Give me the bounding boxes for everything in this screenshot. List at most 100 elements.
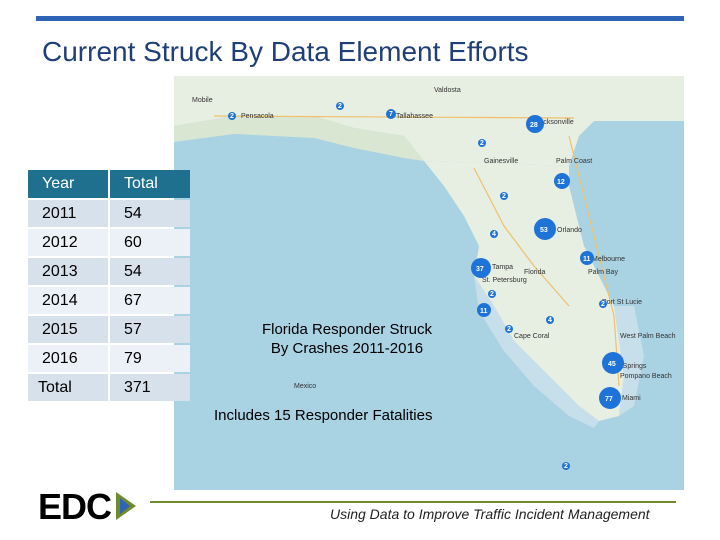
marker[interactable]: 12 bbox=[554, 173, 570, 189]
table-row: 2016 79 bbox=[28, 345, 190, 372]
cell-total-label: Total bbox=[28, 374, 108, 401]
map-caption: Florida Responder Struck By Crashes 2011… bbox=[261, 321, 433, 357]
logo-arrow-inner-icon bbox=[120, 498, 130, 514]
city-label: Mexico bbox=[294, 383, 316, 390]
marker[interactable]: 2 bbox=[500, 192, 508, 200]
city-label: St. Petersburg bbox=[482, 277, 527, 284]
marker[interactable]: 77 bbox=[599, 387, 621, 409]
cell-total: 79 bbox=[110, 345, 190, 372]
marker-label: 53 bbox=[540, 227, 548, 234]
marker-label: 7 bbox=[389, 111, 393, 118]
marker[interactable]: 2 bbox=[599, 300, 607, 308]
city-label: Florida bbox=[524, 269, 546, 276]
marker[interactable]: 53 bbox=[534, 218, 556, 240]
marker-label: 2 bbox=[480, 140, 484, 147]
marker[interactable]: 2 bbox=[505, 325, 513, 333]
footer-rule bbox=[150, 501, 676, 503]
city-label: Palm Coast bbox=[556, 158, 592, 165]
table-row: 2011 54 bbox=[28, 200, 190, 227]
header-total: Total bbox=[110, 170, 190, 198]
crash-table: Year Total 2011 54 2012 60 2013 54 2014 … bbox=[26, 168, 192, 403]
marker[interactable]: 11 bbox=[477, 303, 491, 317]
city-label: Mobile bbox=[192, 97, 213, 104]
city-label: Tampa bbox=[492, 264, 513, 271]
marker-label: 2 bbox=[502, 193, 506, 200]
marker-label: 45 bbox=[608, 361, 616, 368]
marker[interactable]: 37 bbox=[471, 258, 491, 278]
cell-year: 2016 bbox=[28, 345, 108, 372]
cell-year: 2015 bbox=[28, 316, 108, 343]
city-label: Port St Lucie bbox=[602, 299, 642, 306]
edc-logo-mark: EDC bbox=[38, 486, 136, 527]
city-label: Miami bbox=[622, 395, 641, 402]
city-label: West Palm Beach bbox=[620, 333, 676, 340]
marker-label: 11 bbox=[583, 256, 591, 263]
interstate-75 bbox=[473, 167, 570, 307]
atlantic-shade bbox=[614, 306, 644, 416]
city-label: Coral Springs bbox=[604, 363, 647, 370]
cell-total: 54 bbox=[110, 200, 190, 227]
city-label: Cape Coral bbox=[514, 333, 550, 340]
city-label: Pensacola bbox=[241, 113, 274, 120]
marker[interactable]: 4 bbox=[546, 316, 554, 324]
marker-label: 77 bbox=[605, 396, 613, 403]
city-label: Jacksonville bbox=[536, 119, 574, 126]
table-row: 2015 57 bbox=[28, 316, 190, 343]
table-row: 2012 60 bbox=[28, 229, 190, 256]
city-label: Palm Bay bbox=[588, 269, 618, 276]
city-label: Valdosta bbox=[434, 87, 461, 94]
city-label: Tallahassee bbox=[396, 113, 433, 120]
city-label: Orlando bbox=[557, 227, 582, 234]
marker-label: 37 bbox=[476, 266, 484, 273]
city-label: Gainesville bbox=[484, 158, 518, 165]
marker-label: 2 bbox=[564, 463, 568, 470]
marker[interactable]: 2 bbox=[562, 462, 570, 470]
city-label: Melbourne bbox=[592, 256, 625, 263]
table-header-row: Year Total bbox=[28, 170, 190, 198]
cell-year: 2013 bbox=[28, 258, 108, 285]
interstate-95 bbox=[568, 135, 620, 387]
cell-total-value: 371 bbox=[110, 374, 190, 401]
florida-map: Mobile Valdosta Pensacola Tallahassee Ja… bbox=[174, 76, 684, 490]
header-year: Year bbox=[28, 170, 108, 198]
marker[interactable]: 28 bbox=[526, 115, 544, 133]
marker[interactable]: 11 bbox=[580, 251, 594, 265]
marker-label: 2 bbox=[230, 113, 234, 120]
marker-label: 2 bbox=[338, 103, 342, 110]
marker[interactable]: 7 bbox=[386, 109, 396, 119]
cell-total: 54 bbox=[110, 258, 190, 285]
table-total-row: Total 371 bbox=[28, 374, 190, 401]
page-title: Current Struck By Data Element Efforts bbox=[42, 36, 529, 67]
marker[interactable]: 45 bbox=[602, 352, 624, 374]
shelf-shade bbox=[474, 276, 599, 428]
marker[interactable]: 4 bbox=[490, 230, 498, 238]
mainland-north bbox=[174, 76, 684, 166]
marker[interactable]: 2 bbox=[228, 112, 236, 120]
city-label: Pompano Beach bbox=[620, 373, 672, 380]
marker-label: 4 bbox=[548, 317, 552, 324]
marker-label: 11 bbox=[480, 308, 488, 315]
marker[interactable]: 2 bbox=[488, 290, 496, 298]
panhandle-coast bbox=[174, 116, 424, 161]
fatalities-note: Includes 15 Responder Fatalities bbox=[214, 407, 433, 424]
edc-logo: EDC bbox=[38, 486, 148, 531]
cell-total: 60 bbox=[110, 229, 190, 256]
marker-label: 2 bbox=[601, 301, 605, 308]
cell-year: 2012 bbox=[28, 229, 108, 256]
marker-label: 12 bbox=[557, 179, 565, 186]
marker[interactable]: 2 bbox=[336, 102, 344, 110]
marker[interactable]: 2 bbox=[478, 139, 486, 147]
marker-label: 2 bbox=[490, 291, 494, 298]
marker-label: 2 bbox=[507, 326, 511, 333]
map-canvas: Mobile Valdosta Pensacola Tallahassee Ja… bbox=[174, 76, 684, 490]
cell-year: 2011 bbox=[28, 200, 108, 227]
table-row: 2014 67 bbox=[28, 287, 190, 314]
marker-label: 28 bbox=[530, 122, 538, 129]
top-accent-bar bbox=[36, 16, 684, 21]
footer-text: Using Data to Improve Traffic Incident M… bbox=[330, 506, 650, 522]
peninsula bbox=[424, 161, 624, 421]
cell-year: 2014 bbox=[28, 287, 108, 314]
table-row: 2013 54 bbox=[28, 258, 190, 285]
logo-text: EDC bbox=[38, 486, 112, 526]
marker-label: 4 bbox=[492, 231, 496, 238]
